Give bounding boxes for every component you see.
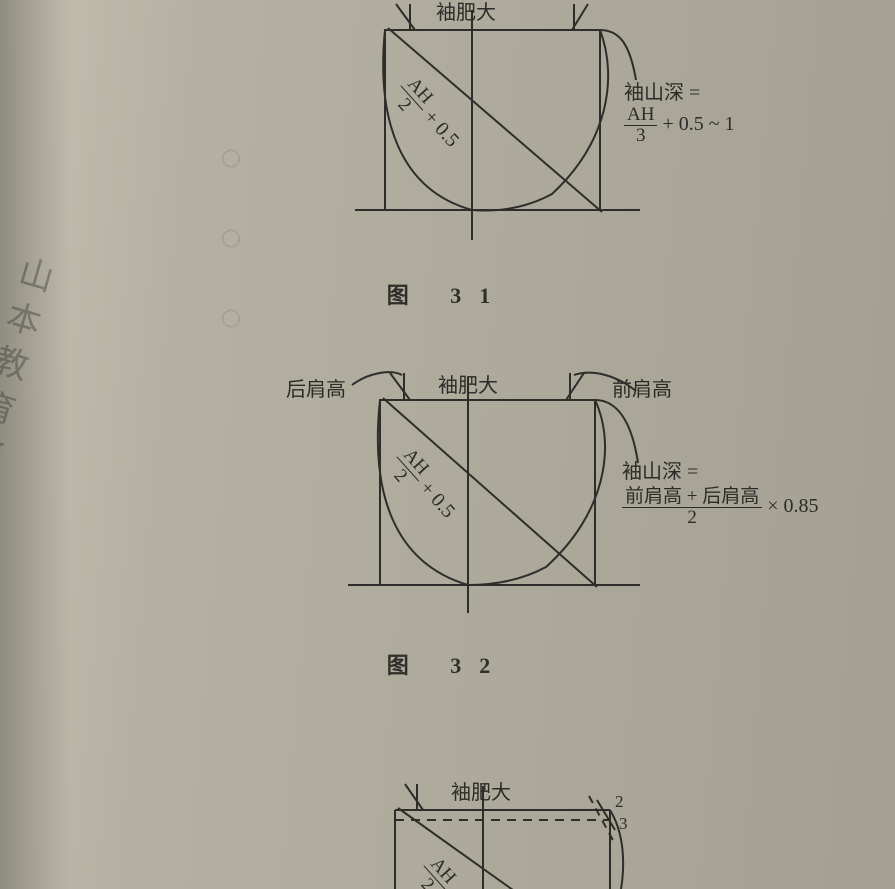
label-num-2: 2: [615, 792, 624, 812]
f32-num: 前肩高 + 后肩高: [622, 487, 762, 508]
shen-lhs-31: 袖山深 =: [624, 82, 700, 104]
shen-lhs-32: 袖山深 =: [622, 461, 698, 483]
label-xiufeida-32: 袖肥大: [438, 369, 498, 398]
caption-fig-31: 图 31: [0, 278, 895, 310]
page-scan: { "watermark": "山\n本\n教\n育\n整\n理\n推\n荐",…: [0, 0, 895, 889]
figure-31-svg: [350, 0, 650, 250]
page-gutter-shadow: [0, 0, 70, 889]
label-houjiangao: 后肩高: [286, 373, 346, 402]
label-xiufeida-33: 袖肥大: [451, 776, 511, 805]
label-xiufeida-31: 袖肥大: [436, 0, 496, 25]
caption-fig-32: 图 32: [0, 648, 895, 680]
figure-33-partial: 袖肥大 2 3 AH 2 + 0.5: [355, 760, 755, 889]
f32-tail: × 0.85: [762, 495, 818, 517]
label-num-3: 3: [619, 814, 628, 834]
f32-den: 2: [622, 508, 762, 528]
label-qianjiangao: 前肩高: [612, 373, 672, 402]
label-xiushanshen-32: 袖山深 = 前肩高 + 后肩高 2 × 0.85: [622, 457, 819, 528]
figure-31: 袖肥大 AH 2 + 0.5 袖山深 = AH 3 + 0.5 ~ 1: [350, 0, 770, 250]
label-xiushanshen-31: 袖山深 = AH 3 + 0.5 ~ 1: [624, 76, 735, 146]
figure-32: 后肩高 袖肥大 前肩高 AH 2 + 0.5 袖山深 = 前肩高 + 后肩高 2…: [340, 345, 810, 645]
f31-num: AH: [624, 105, 657, 126]
f31-tail: + 0.5 ~ 1: [657, 113, 734, 135]
f31-den: 3: [624, 126, 657, 146]
